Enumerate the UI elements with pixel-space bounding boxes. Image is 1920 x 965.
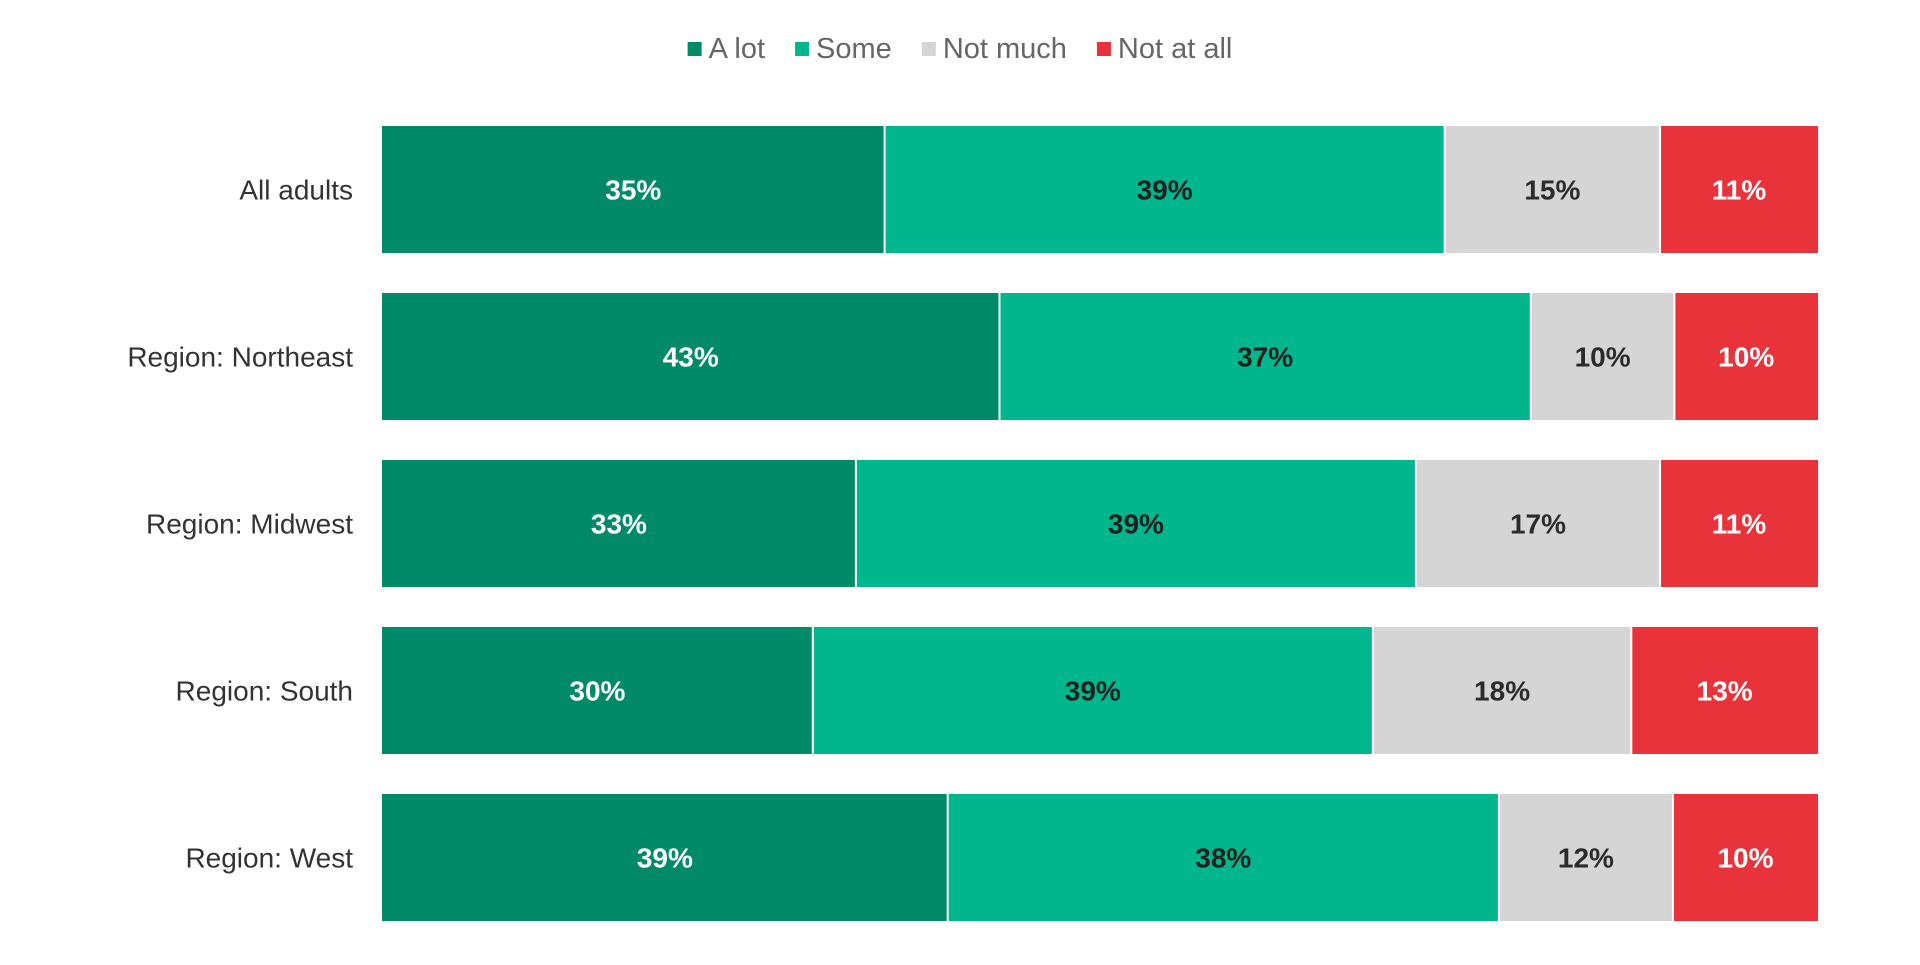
data-label: 35% — [605, 175, 661, 206]
legend-label: A lot — [709, 33, 765, 65]
category-label: Region: West — [185, 843, 353, 874]
data-label: 15% — [1524, 175, 1580, 206]
bar-segment-not-at-all — [1674, 293, 1818, 420]
segment-divider — [1414, 460, 1417, 587]
bar-segment-a-lot — [382, 627, 813, 754]
data-label: 17% — [1510, 509, 1566, 540]
bar-segment-not-at-all — [1672, 794, 1818, 921]
data-label: 39% — [1137, 175, 1193, 206]
bar-segment-not-much — [1372, 627, 1632, 754]
segment-divider — [811, 627, 814, 754]
segment-divider — [1671, 794, 1674, 921]
data-label: 11% — [1712, 175, 1767, 206]
bar-row-region-west: Region: West 39% 38% 12% 10% — [185, 794, 1818, 921]
bar-segment-not-at-all — [1631, 627, 1818, 754]
bar-segment-not-at-all — [1660, 126, 1818, 253]
data-label: 11% — [1712, 509, 1767, 540]
data-label: 18% — [1474, 676, 1530, 707]
bar-segment-some — [812, 627, 1373, 754]
category-label: Region: Midwest — [146, 509, 353, 540]
bar-segment-not-much — [1444, 126, 1661, 253]
legend-swatch — [795, 42, 810, 56]
bar-segment-not-much — [1530, 293, 1675, 420]
data-label: 30% — [569, 676, 625, 707]
data-label: 37% — [1237, 342, 1293, 373]
segment-divider — [1443, 126, 1446, 253]
legend-item-a-lot: A lot — [687, 33, 765, 65]
bar-row-region-south: Region: South 30% 39% 18% 13% — [176, 627, 1818, 754]
bar-segment-a-lot — [382, 460, 856, 587]
segment-divider — [1659, 126, 1662, 253]
data-label: 43% — [663, 342, 719, 373]
segment-divider — [883, 126, 886, 253]
legend-label: Not at all — [1118, 33, 1232, 65]
legend-item-not-at-all: Not at all — [1096, 33, 1232, 65]
bar-row-all-adults: All adults 35% 39% 15% 11% — [239, 126, 1818, 253]
segment-divider — [998, 293, 1001, 420]
segment-divider — [1371, 627, 1374, 754]
legend-item-some: Some — [795, 33, 892, 65]
bar-segment-not-much — [1415, 460, 1661, 587]
data-label: 12% — [1558, 843, 1614, 874]
data-label: 10% — [1575, 342, 1631, 373]
bar-segment-some — [999, 293, 1531, 420]
legend-item-not-much: Not much — [921, 33, 1067, 65]
bar-segment-some — [947, 794, 1499, 921]
data-label: 33% — [591, 509, 647, 540]
segment-divider — [1659, 460, 1662, 587]
segment-divider — [854, 460, 857, 587]
bar-segment-a-lot — [382, 126, 885, 253]
data-label: 39% — [1108, 509, 1164, 540]
bar-segment-not-much — [1498, 794, 1673, 921]
bar-segment-not-at-all — [1660, 460, 1818, 587]
segment-divider — [1673, 293, 1676, 420]
category-label: Region: Northeast — [127, 342, 353, 373]
category-label: All adults — [239, 175, 353, 206]
data-label: 39% — [637, 843, 693, 874]
legend-swatch — [921, 42, 936, 56]
data-label: 10% — [1718, 342, 1774, 373]
bar-segment-a-lot — [382, 794, 948, 921]
category-label: Region: South — [176, 676, 353, 707]
segment-divider — [1497, 794, 1500, 921]
segment-divider — [946, 794, 949, 921]
legend-label: Some — [816, 33, 892, 65]
data-label: 39% — [1065, 676, 1121, 707]
bar-segment-a-lot — [382, 293, 1000, 420]
segment-divider — [1529, 293, 1532, 420]
data-label: 13% — [1697, 676, 1753, 707]
legend-swatch — [1096, 42, 1111, 56]
bar-row-region-northeast: Region: Northeast 43% 37% 10% 10% — [127, 293, 1818, 420]
legend: A lot Some Not much Not at all — [687, 33, 1232, 65]
bar-segment-some — [884, 126, 1445, 253]
bar-row-region-midwest: Region: Midwest 33% 39% 17% 11% — [146, 460, 1818, 587]
segment-divider — [1630, 627, 1633, 754]
legend-swatch — [687, 42, 702, 56]
bar-segment-some — [855, 460, 1416, 587]
data-label: 38% — [1195, 843, 1251, 874]
plot-area: All adults 35% 39% 15% 11% Region: Northeast 4… — [127, 126, 1818, 921]
legend-label: Not much — [943, 33, 1067, 65]
data-label: 10% — [1717, 843, 1773, 874]
